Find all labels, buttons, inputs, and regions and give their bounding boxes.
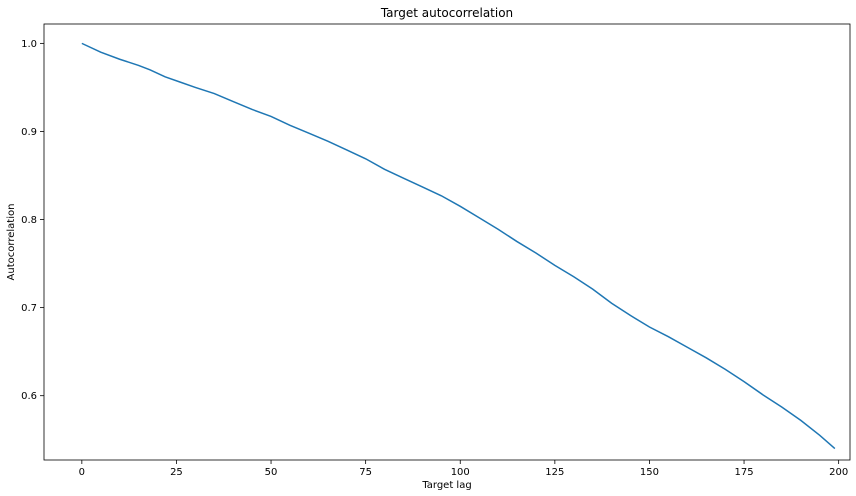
y-axis: 0.6 0.7 0.8 0.9 1.0: [21, 39, 44, 402]
autocorrelation-series-line: [81, 42, 836, 450]
x-tick-label: 25: [170, 467, 183, 478]
y-tick-label: 0.6: [21, 391, 37, 402]
x-tick-label: 0: [79, 467, 85, 478]
x-tick-label: 150: [640, 467, 659, 478]
x-tick-label: 175: [735, 467, 754, 478]
chart-title: Target autocorrelation: [380, 6, 513, 20]
y-tick-label: 0.8: [21, 215, 37, 226]
x-tick-label: 125: [545, 467, 564, 478]
x-tick-label: 200: [829, 467, 848, 478]
y-axis-label: Autocorrelation: [6, 204, 17, 281]
y-tick-label: 1.0: [21, 39, 37, 50]
x-tick-label: 50: [265, 467, 278, 478]
x-axis-label: Target lag: [421, 480, 471, 491]
x-tick-label: 75: [359, 467, 372, 478]
x-tick-label: 100: [451, 467, 470, 478]
y-tick-label: 0.9: [21, 127, 37, 138]
y-tick-label: 0.7: [21, 303, 37, 314]
x-axis: 0 25 50 75 100 125 150 175 200: [79, 460, 848, 478]
plot-area: [43, 23, 851, 461]
